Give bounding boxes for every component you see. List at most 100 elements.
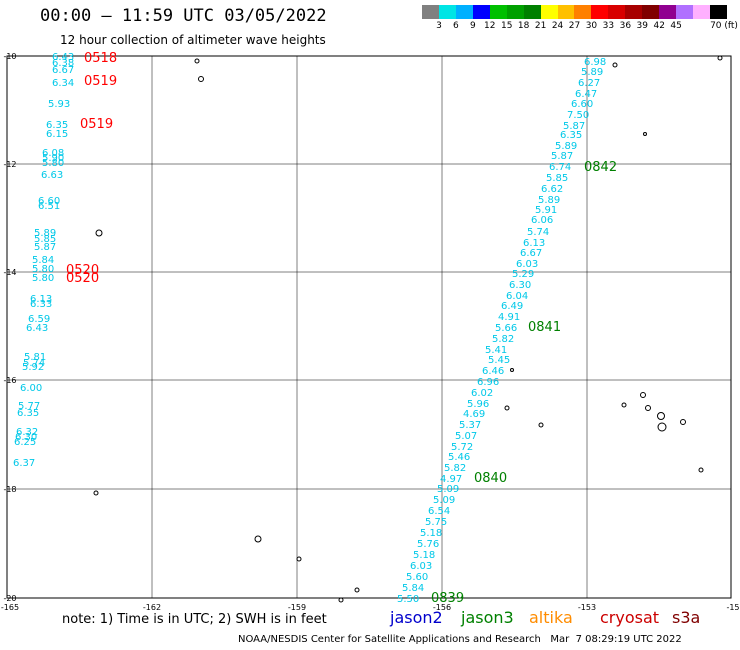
colorbar-label: 12 bbox=[484, 21, 496, 31]
y-tick-label: -10 bbox=[3, 52, 16, 61]
y-tick-label: -14 bbox=[3, 268, 16, 277]
colorbar-swatch bbox=[506, 5, 524, 19]
swh-value-left-track: 6.15 bbox=[46, 129, 68, 140]
swh-value-right-track: 6.03 bbox=[516, 259, 538, 270]
swh-value-left-track: 6.34 bbox=[52, 78, 74, 89]
y-tick-label: -16 bbox=[3, 376, 16, 385]
island-outline bbox=[95, 229, 103, 237]
swh-value-right-track: 4.97 bbox=[440, 474, 462, 485]
colorbar-swatch bbox=[659, 5, 677, 19]
swh-value-left-track: 6.51 bbox=[38, 201, 60, 212]
pass-time-label: 0840 bbox=[474, 471, 507, 486]
swh-value-right-track: 5.75 bbox=[425, 517, 447, 528]
map-frame bbox=[6, 55, 732, 599]
swh-value-left-track: 6.35 bbox=[17, 408, 39, 419]
wave-height-colorbar bbox=[422, 5, 727, 19]
y-tick-label: -20 bbox=[3, 594, 16, 603]
swh-value-left-track: 5.87 bbox=[34, 242, 56, 253]
island-outline bbox=[354, 587, 360, 593]
swh-value-right-track: 5.74 bbox=[527, 227, 549, 238]
swh-value-right-track: 6.06 bbox=[531, 215, 553, 226]
pass-time-label: 0842 bbox=[584, 160, 617, 175]
map-title: 00:00 — 11:59 UTC 03/05/2022 bbox=[40, 6, 327, 26]
colorbar-label: 6 bbox=[453, 21, 459, 31]
swh-value-right-track: 7.50 bbox=[567, 110, 589, 121]
colorbar-swatch bbox=[574, 5, 592, 19]
swh-value-left-track: 5.80 bbox=[42, 158, 64, 169]
island-outline bbox=[657, 422, 667, 432]
satellite-legend-item: cryosat bbox=[600, 608, 660, 627]
swh-value-left-track: 6.37 bbox=[13, 458, 35, 469]
satellite-legend-item: altika bbox=[529, 608, 573, 627]
swh-value-right-track: 5.85 bbox=[546, 173, 568, 184]
swh-value-right-track: 5.87 bbox=[563, 121, 585, 132]
swh-value-right-track: 6.46 bbox=[482, 366, 504, 377]
colorbar-swatch bbox=[591, 5, 609, 19]
satellite-legend-item: s3a bbox=[672, 608, 701, 627]
swh-value-right-track: 6.49 bbox=[501, 301, 523, 312]
x-tick-label: -162 bbox=[143, 603, 161, 612]
swh-value-right-track: 5.89 bbox=[581, 67, 603, 78]
island-outline bbox=[198, 76, 204, 82]
swh-value-left-track: 5.90 bbox=[42, 153, 64, 164]
swh-value-right-track: 6.35 bbox=[560, 130, 582, 141]
colorbar-label: 45 bbox=[670, 21, 682, 31]
swh-value-left-track: 5.74 bbox=[23, 358, 45, 369]
swh-value-right-track: 6.27 bbox=[578, 78, 600, 89]
footer-credit: NOAA/NESDIS Center for Satellite Applica… bbox=[238, 634, 682, 645]
swh-value-right-track: 6.13 bbox=[523, 238, 545, 249]
colorbar-swatch bbox=[489, 5, 507, 19]
colorbar-label: 24 bbox=[551, 21, 564, 31]
island-outline bbox=[640, 392, 646, 398]
colorbar-labels: 3 6 9 12 15 18 21 24 27 30 33 36 39 42 45 70 (ft) bbox=[422, 21, 740, 33]
swh-value-right-track: 5.82 bbox=[492, 334, 514, 345]
swh-value-right-track: 5.72 bbox=[451, 442, 473, 453]
x-tick-label: -159 bbox=[288, 603, 306, 612]
swh-value-left-track: 6.63 bbox=[41, 170, 63, 181]
swh-value-right-track: 5.45 bbox=[488, 355, 510, 366]
swh-value-left-track: 5.92 bbox=[22, 362, 44, 373]
swh-value-left-track: 5.81 bbox=[24, 352, 46, 363]
colorbar-swatch bbox=[625, 5, 643, 19]
x-tick-label: -15 bbox=[726, 603, 739, 612]
colorbar-label: 70 (ft) bbox=[710, 21, 738, 31]
island-outline bbox=[657, 412, 665, 420]
island-outline bbox=[338, 597, 344, 603]
swh-value-right-track: 5.18 bbox=[413, 550, 435, 561]
colorbar-swatch bbox=[472, 5, 490, 19]
swh-value-right-track: 5.87 bbox=[551, 151, 573, 162]
swh-value-right-track: 5.96 bbox=[467, 399, 489, 410]
swh-value-right-track: 6.98 bbox=[584, 57, 606, 68]
swh-value-right-track: 5.50 bbox=[397, 594, 419, 605]
pass-time-label: 0520 bbox=[66, 271, 99, 286]
colorbar-label: 21 bbox=[534, 21, 547, 31]
swh-value-right-track: 5.89 bbox=[555, 141, 577, 152]
map-subtitle: 12 hour collection of altimeter wave hei… bbox=[60, 33, 326, 47]
swh-value-left-track: 5.77 bbox=[18, 401, 40, 412]
island-outline bbox=[717, 55, 723, 61]
swh-value-left-track: 6.00 bbox=[20, 383, 42, 394]
swh-value-right-track: 6.54 bbox=[428, 506, 450, 517]
swh-value-left-track: 6.67 bbox=[52, 65, 74, 76]
colorbar-swatch bbox=[523, 5, 541, 19]
satellite-legend-item: jason3 bbox=[461, 608, 514, 627]
colorbar-label: 18 bbox=[517, 21, 530, 31]
swh-value-right-track: 5.09 bbox=[433, 495, 455, 506]
swh-value-right-track: 6.67 bbox=[520, 248, 542, 259]
swh-value-left-track: 6.35 bbox=[46, 120, 68, 131]
colorbar-swatch bbox=[557, 5, 575, 19]
x-tick-label: -165 bbox=[1, 603, 19, 612]
pass-time-label: 0519 bbox=[84, 74, 117, 89]
swh-value-right-track: 4.69 bbox=[463, 409, 485, 420]
swh-value-right-track: 5.29 bbox=[512, 269, 534, 280]
island-outline bbox=[698, 467, 704, 473]
swh-value-right-track: 5.37 bbox=[459, 420, 481, 431]
colorbar-label: 39 bbox=[636, 21, 648, 31]
colorbar-label: 9 bbox=[469, 21, 476, 31]
island-outline bbox=[296, 556, 302, 562]
island-outline bbox=[194, 58, 200, 64]
swh-value-left-track: 6.30 bbox=[15, 432, 37, 443]
x-tick-label: -156 bbox=[433, 603, 451, 612]
swh-value-left-track: 6.08 bbox=[42, 148, 64, 159]
pass-time-label: 0520 bbox=[66, 263, 99, 278]
